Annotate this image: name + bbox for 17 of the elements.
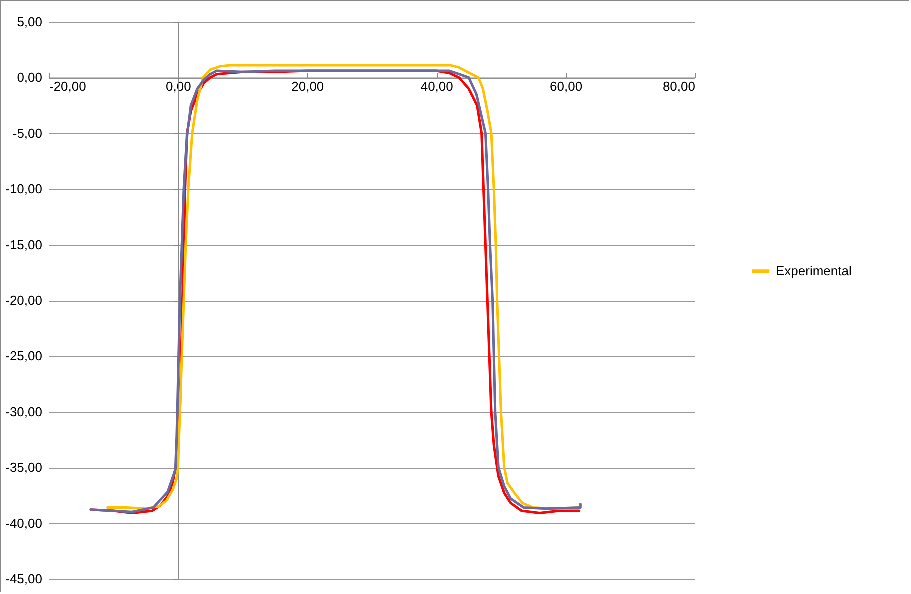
legend-label: Experimental (776, 264, 852, 278)
y-tick-label: -40,00 (6, 516, 42, 531)
y-tick-label: -35,00 (6, 460, 42, 476)
x-tick-label: -20,00 (50, 79, 86, 94)
y-tick-label: 5,00 (17, 14, 42, 30)
y-tick-label: -25,00 (6, 348, 42, 364)
y-tick-label: -5,00 (12, 126, 42, 141)
x-tick-label: 20,00 (292, 79, 324, 94)
y-tick-label: -10,00 (6, 182, 42, 197)
x-tick-label: 0,00 (166, 79, 192, 94)
y-tick-label: -20,00 (6, 293, 42, 308)
x-tick-label: 80,00 (662, 79, 696, 94)
y-tick-label: -30,00 (6, 404, 42, 420)
y-tick-label: -15,00 (6, 237, 42, 252)
x-tick-label: 40,00 (420, 79, 454, 94)
x-tick-label: 60,00 (550, 79, 583, 94)
y-tick-label: -45,00 (6, 572, 42, 586)
